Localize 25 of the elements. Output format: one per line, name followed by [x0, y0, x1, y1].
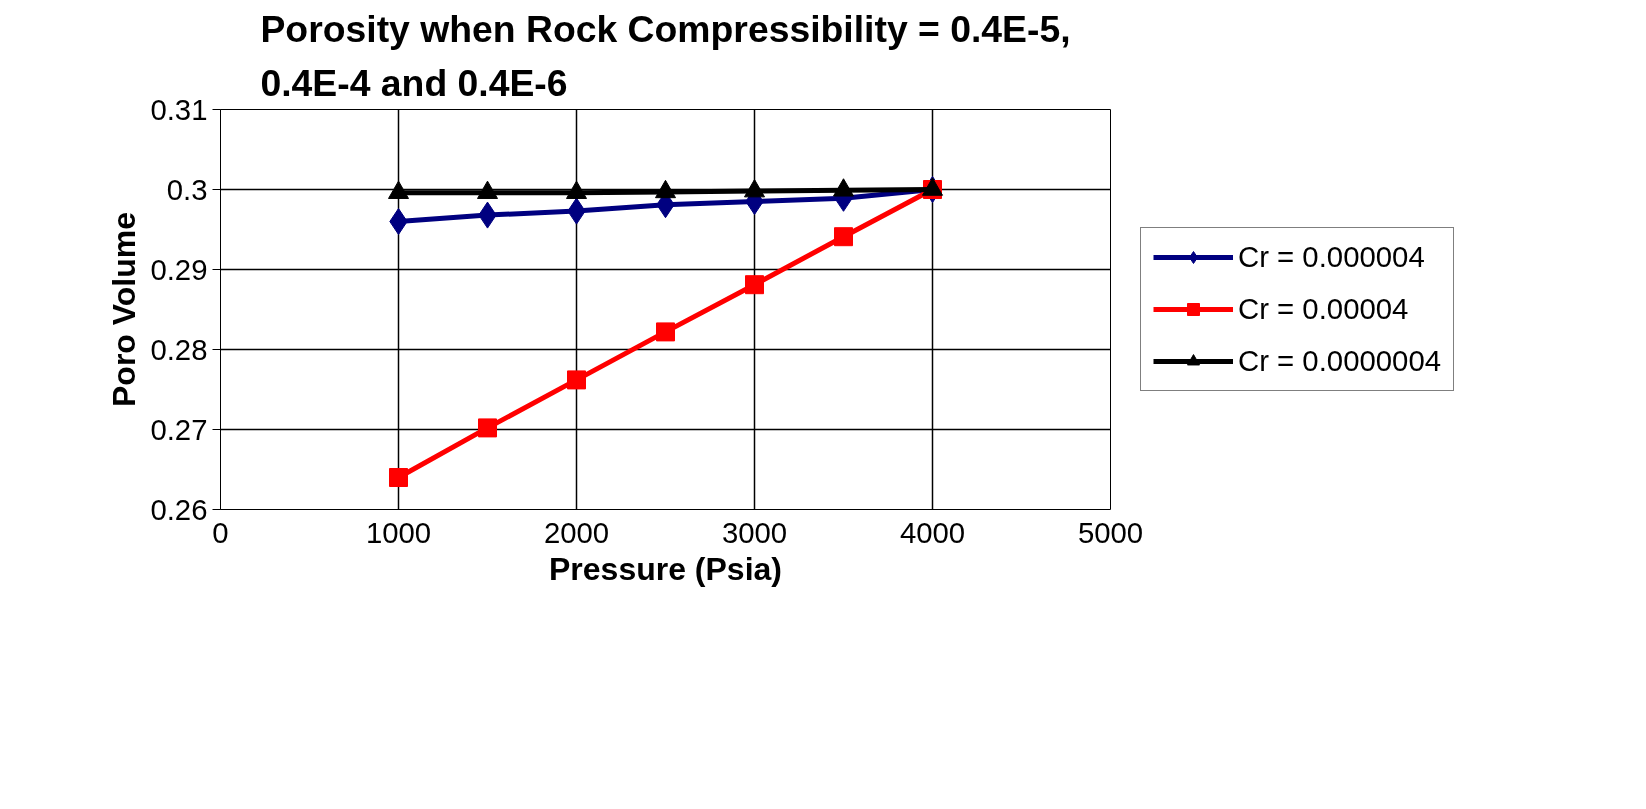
point: [389, 208, 408, 235]
point: [656, 322, 675, 342]
point: [478, 418, 497, 438]
x-axis-title: Pressure (Psia): [548, 550, 783, 587]
chart-title: Porosity when Rock Compressibility = 0.4E-5, 0.4E-4 and 0.4E-6: [260, 7, 1071, 105]
y-tick-label: 0.27: [150, 412, 208, 446]
legend-label: Cr = 0.00004: [1238, 292, 1409, 326]
point: [745, 275, 764, 295]
y-tick-label: 0.26: [150, 492, 208, 526]
x-tick-label: 1000: [365, 515, 432, 549]
x-tick-label: 5000: [1077, 515, 1144, 549]
y-axis-title: Poro Volume: [106, 212, 143, 407]
x-tick-label: 4000: [899, 515, 966, 549]
x-tick-label: 0: [212, 515, 229, 549]
legend-label: Cr = 0.0000004: [1238, 344, 1442, 378]
y-tick-label: 0.28: [150, 332, 208, 366]
y-tick-label: 0.29: [150, 252, 208, 286]
point: [567, 370, 586, 390]
x-tick-label: 2000: [543, 515, 610, 549]
y-tick-label: 0.31: [150, 92, 208, 126]
point: [834, 227, 853, 247]
x-tick-label: 3000: [721, 515, 788, 549]
y-tick-label: 0.3: [166, 172, 208, 206]
legend-label: Cr = 0.000004: [1238, 240, 1425, 274]
point: [389, 468, 408, 487]
